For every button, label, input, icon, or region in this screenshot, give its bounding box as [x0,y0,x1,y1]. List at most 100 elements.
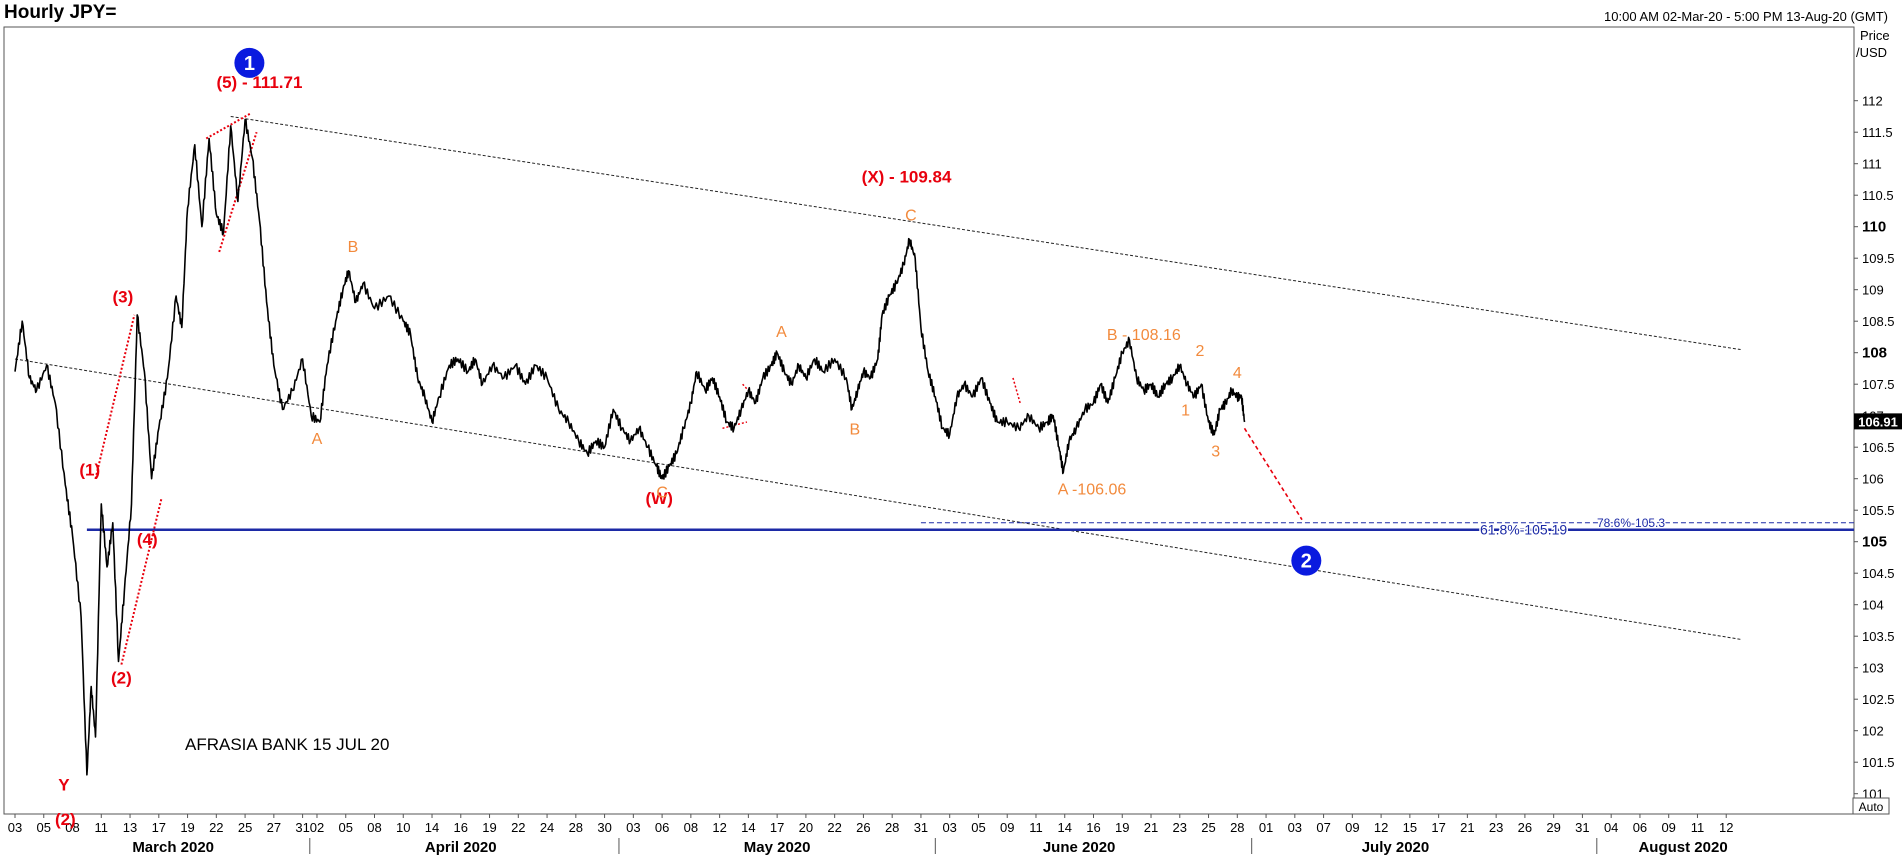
time-tick-label: 09 [1661,820,1675,835]
price-tick-label: 112 [1862,94,1883,109]
time-tick-label: 03 [1288,820,1302,835]
time-tick-label: 24 [540,820,554,835]
wave-label: (W) [646,489,673,508]
time-tick-label: 09 [1345,820,1359,835]
month-label: June 2020 [1043,839,1116,856]
price-tick-label: 105 [1862,534,1887,551]
last-price-tag [1854,413,1902,430]
time-tick-label: 16 [454,820,468,835]
price-tick-label: 110 [1862,219,1886,236]
wave-label: A -106.06 [1058,481,1127,498]
wave-label: (2) [111,668,132,687]
time-tick-label: 26 [856,820,870,835]
price-tick-label: 109.5 [1862,251,1895,266]
wave-label: B [348,239,359,256]
time-tick-label: 22 [209,820,223,835]
price-tick-label: 108.5 [1862,314,1895,329]
time-tick-label: 11 [1029,820,1043,835]
time-tick-label: 12 [1719,820,1733,835]
price-tick-label: 101.5 [1862,755,1895,770]
time-tick-label: 08 [65,820,79,835]
wave-label: A [312,431,323,448]
time-tick-label: 08 [367,820,381,835]
time-tick-label: 25 [238,820,252,835]
time-tick-label: 31 [295,820,309,835]
wave-label: 1 [1181,403,1190,420]
wedge-line [94,314,136,479]
time-tick-label: 05 [971,820,985,835]
time-tick-label: 14 [1058,820,1072,835]
price-tick-label: 105.5 [1862,503,1895,518]
time-tick-label: 22 [511,820,525,835]
wave-label: C [905,207,917,224]
price-tick-label: 103.5 [1862,629,1895,644]
wave-label: B [849,422,860,439]
time-tick-label: 03 [8,820,22,835]
time-tick-label: 03 [942,820,956,835]
time-tick-label: 07 [1316,820,1330,835]
price-series: 106.91 [14,118,1902,776]
wave-circle-label: 1 [244,53,255,75]
time-tick-label: 04 [1604,820,1618,835]
wave-label: (3) [112,287,133,306]
time-tick-label: 28 [885,820,899,835]
time-tick-label: 16 [1086,820,1100,835]
time-tick-label: 14 [741,820,755,835]
wave-mark-line [1012,377,1021,404]
axis-unit-line2: /USD [1856,45,1887,60]
price-tick-label: 111.5 [1862,125,1893,140]
time-tick-label: 19 [1115,820,1129,835]
wave-label: 3 [1211,444,1220,461]
time-tick-label: 17 [770,820,784,835]
wave-circle-label: 2 [1301,551,1312,573]
wave-label: (5) - 111.71 [216,73,302,92]
time-tick-label: 19 [180,820,194,835]
auto-scale-button[interactable] [1852,797,1890,815]
month-label: August 2020 [1638,839,1727,856]
auto-scale-label: Auto [1859,800,1884,814]
price-tick-label: 102.5 [1862,692,1895,707]
time-tick-label: 03 [626,820,640,835]
time-tick-label: 17 [152,820,166,835]
price-tick-label: 106 [1862,472,1884,487]
wave-label: A [776,324,787,341]
time-tick-label: 31 [914,820,928,835]
wedge-line [120,497,163,665]
projection-line [1243,427,1303,521]
price-line [14,118,1246,776]
price-tick-label: 103 [1862,661,1884,676]
time-tick-label: 28 [1230,820,1244,835]
time-tick-label: 15 [1403,820,1417,835]
price-tick-label: 110.5 [1862,188,1894,203]
wedge-line [205,112,252,140]
fib-618-label: 61.8%-105.19 [1480,522,1567,538]
time-tick-label: 12 [712,820,726,835]
time-tick-label: 31 [1575,820,1589,835]
wave-label: C [656,485,668,502]
last-price-label: 106.91 [1858,414,1898,429]
watermark-text: AFRASIA BANK 15 JUL 20 [185,735,389,754]
price-tick-label: 111 [1862,157,1882,172]
price-tick-label: 107.5 [1862,377,1895,392]
wave-label: B - 108.16 [1107,327,1181,344]
wave-label: (4) [137,530,158,549]
time-tick-label: 12 [1374,820,1388,835]
axis-unit-line1: Price [1860,28,1890,43]
month-label: July 2020 [1362,839,1430,856]
time-tick-label: 13 [123,820,137,835]
time-tick-label: 01 [1259,820,1273,835]
date-range: 10:00 AM 02-Mar-20 - 5:00 PM 13-Aug-20 (… [1604,9,1888,24]
time-tick-label: 25 [1201,820,1215,835]
time-tick-label: 02 [310,820,324,835]
wave-circle-marker [234,47,265,78]
time-tick-label: 05 [339,820,353,835]
time-tick-label: 23 [1489,820,1503,835]
wave-label: (2) [55,810,76,829]
price-tick-label: 106.5 [1862,440,1895,455]
time-axis-ticks: 03 05 08 11 13 17 19 22 25 27 31 02 05 08 10 14 16 19 22 24… [4,813,1854,856]
fib-786-label: 78.6%-105.3 [1597,516,1665,530]
chart-title: Hourly JPY= [4,2,116,23]
month-label: March 2020 [132,839,214,856]
